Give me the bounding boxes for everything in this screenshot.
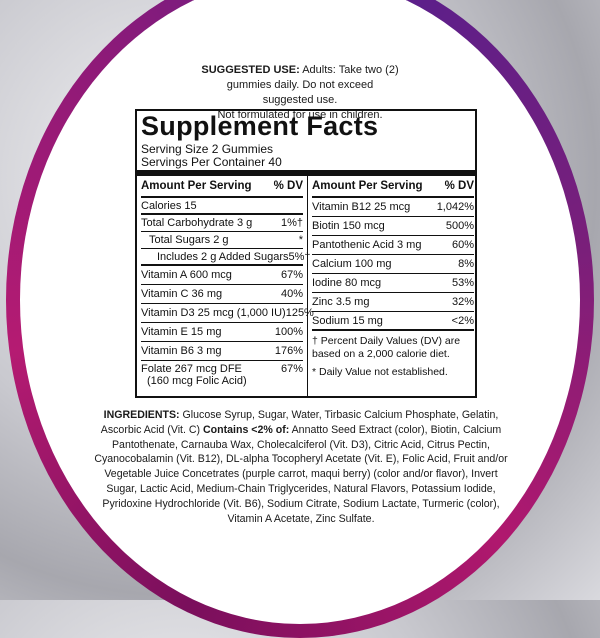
nutrient-row: Calories 15 [141,198,303,215]
nutrient-row: Biotin 150 mcg 500% [312,217,474,236]
nutrient-name: Vitamin A 600 mcg [141,269,232,281]
header-amount: Amount Per Serving [312,180,423,192]
nutrient-row: Zinc 3.5 mg 32% [312,293,474,312]
suggested-use-line3: Not formulated for use in children. [217,109,383,121]
nutrient-name: Biotin 150 mcg [312,220,385,232]
nutrient-dv: <2% [451,314,474,327]
nutrient-name: Sodium 15 mg [312,314,383,327]
nutrient-row: Vitamin C 36 mg 40% [141,285,303,304]
nutrient-dv: 32% [451,296,474,308]
header-dv: % DV [273,180,303,192]
nutrient-dv: 53% [451,277,474,289]
nutrient-dv: 125% [285,307,314,319]
nutrient-name: Vitamin C 36 mg [141,288,223,300]
nutrient-name: Zinc 3.5 mg [312,296,370,308]
nutrient-row: Vitamin D3 25 mcg (1,000 IU) 125% [141,304,314,323]
suggested-use: SUGGESTED USE: Adults: Take two (2) gumm… [200,63,400,123]
column-divider [307,176,308,397]
nutrient-row: Vitamin A 600 mcg 67% [141,266,303,285]
nutrient-row: Iodine 80 mcg 53% [312,274,474,293]
label-content: SUGGESTED USE: Adults: Take two (2) gumm… [90,63,512,526]
nutrient-row: Total Sugars 2 g * [141,232,303,249]
nutrient-dv: 67% [280,363,303,375]
serving-info: Serving Size 2 Gummies Servings Per Cont… [141,143,282,169]
suggested-use-line2: gummies daily. Do not exceed suggested u… [226,79,374,106]
nutrient-name: Calories 15 [141,199,197,212]
folate-line2: (160 mcg Folic Acid) [147,375,247,387]
nutrient-name: Folate 267 mcg DFE (160 mcg Folic Acid) [141,363,247,387]
servings-per-container: Servings Per Container 40 [141,155,282,169]
nutrient-dv: 40% [280,288,303,300]
supplement-facts-panel: Supplement Facts Serving Size 2 Gummies … [135,109,477,398]
nutrient-dv: 1,042% [436,201,474,213]
suggested-use-label: SUGGESTED USE: [201,64,300,76]
ingredients-text: Glucose Syrup, Sugar, Water, Tirbasic Ca… [100,409,499,436]
nutrient-name: Vitamin E 15 mg [141,326,222,338]
nutrient-name: Pantothenic Acid 3 mg [312,239,422,251]
thick-divider [137,170,475,176]
white-label-face [20,0,580,624]
column-header: Amount Per Serving % DV [141,176,303,198]
nutrient-row: Vitamin B12 25 mcg 1,042% [312,198,474,217]
nutrient-row: Folate 267 mcg DFE (160 mcg Folic Acid) … [141,361,303,389]
facts-right-column: Amount Per Serving % DV Vitamin B12 25 m… [312,176,474,384]
ingredients-block: INGREDIENTS: Glucose Syrup, Sugar, Water… [90,408,512,526]
contains-label: Contains <2% of: [203,423,290,436]
nutrient-row: Vitamin E 15 mg 100% [141,323,303,342]
facts-left-column: Amount Per Serving % DV Calories 15 Tota… [141,176,314,389]
nutrient-row: Includes 2 g Added Sugars 5%† [141,249,311,266]
nutrient-row: Calcium 100 mg 8% [312,255,474,274]
nutrient-dv: 60% [451,239,474,251]
footnote-dv: † Percent Daily Values (DV) are based on… [312,335,461,360]
nutrient-name: Vitamin D3 25 mcg (1,000 IU) [141,307,286,319]
ingredients-label: INGREDIENTS: [103,409,180,421]
suggested-use-line1: Adults: Take two (2) [302,64,399,76]
facts-footnotes: † Percent Daily Values (DV) are based on… [312,335,474,379]
folate-line1: Folate 267 mcg DFE [141,363,242,375]
header-dv: % DV [444,180,474,192]
nutrient-name: Iodine 80 mcg [312,277,382,289]
nutrient-row: Total Carbohydrate 3 g 1%† [141,215,303,232]
nutrient-dv: 5%† [288,250,311,263]
nutrient-row: Vitamin B6 3 mg 176% [141,342,303,361]
nutrient-dv: 1%† [280,217,303,229]
nutrient-name: Vitamin B12 25 mcg [312,201,411,213]
column-header: Amount Per Serving % DV [312,176,474,198]
nutrient-name: Vitamin B6 3 mg [141,345,222,357]
header-amount: Amount Per Serving [141,180,252,192]
nutrient-row: Sodium 15 mg <2% [312,312,474,331]
nutrient-dv: 500% [445,220,474,232]
nutrient-name: Total Sugars 2 g [149,234,229,246]
nutrient-dv: 176% [274,345,303,357]
nutrient-name: Total Carbohydrate 3 g [141,217,253,229]
serving-size: Serving Size 2 Gummies [141,142,274,156]
contains-text: Annatto Seed Extract (color), Biotin, Ca… [94,423,508,525]
nutrient-name: Calcium 100 mg [312,258,392,270]
facts-title: Supplement Facts [141,111,379,141]
footnote-not-established: * Daily Value not established. [312,366,448,378]
nutrient-name: Includes 2 g Added Sugars [157,250,289,263]
nutrient-dv: * [298,234,303,246]
nutrient-row: Pantothenic Acid 3 mg 60% [312,236,474,255]
nutrient-dv: 8% [458,258,474,270]
nutrient-dv: 67% [280,269,303,281]
nutrient-dv: 100% [274,326,303,338]
